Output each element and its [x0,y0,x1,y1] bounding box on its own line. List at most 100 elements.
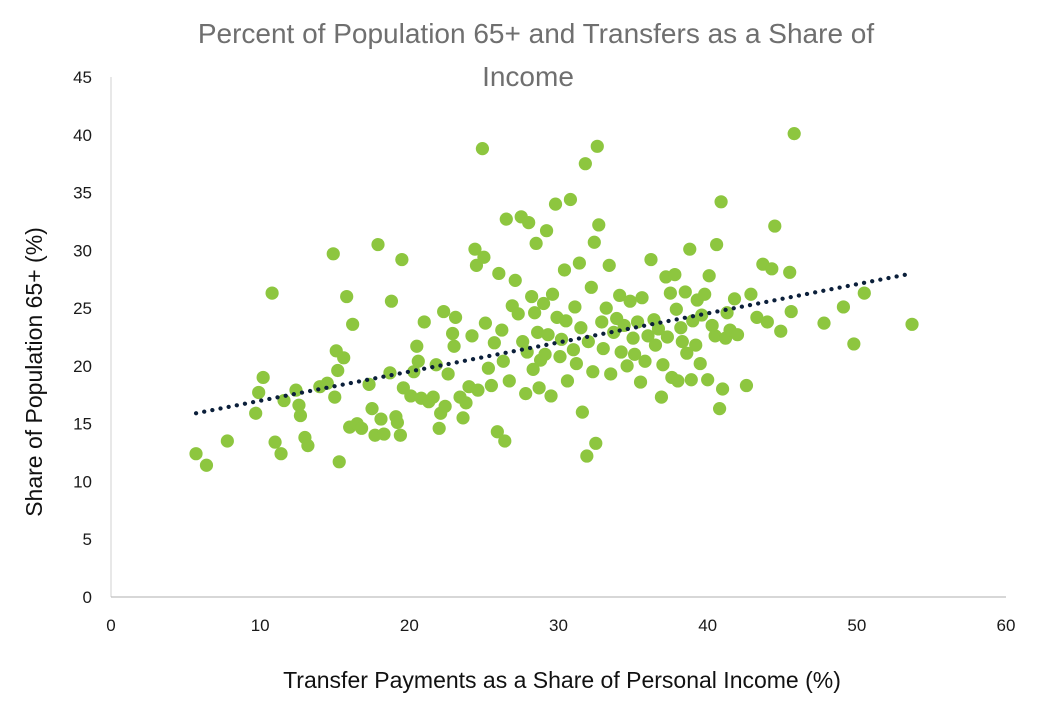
linear-trendline [193,271,915,416]
data-point [541,328,555,342]
data-point [320,376,334,390]
data-point [395,252,409,267]
y-tick-label: 25 [73,299,92,318]
data-point [496,354,510,368]
data-point [355,421,369,435]
data-point [432,421,446,435]
data-point [487,336,501,350]
data-point [641,329,655,343]
data-point [623,294,637,308]
data-point [332,455,346,469]
data-point [602,258,616,272]
data-point [256,370,270,385]
data-point [836,300,851,314]
data-point [648,338,663,352]
data-point [393,428,407,442]
data-point [553,350,567,364]
data-point [587,235,601,249]
data-point [220,434,234,448]
data-point [651,322,666,336]
data-point [249,406,263,420]
data-point [784,304,798,319]
data-point [437,304,451,319]
data-point [614,345,628,359]
data-point [545,287,560,301]
data-point [774,324,788,338]
y-tick-label: 40 [73,126,92,145]
data-point [525,289,539,304]
data-point [268,435,282,449]
x-axis-ticks: 0 10 20 30 40 50 60 [106,616,1015,635]
data-point [384,294,399,308]
data-point [589,436,603,450]
data-point [857,286,871,300]
chart-title-line1: Percent of Population 65+ and Transfers … [198,18,875,49]
data-point [346,317,360,331]
data-point [293,408,308,423]
y-tick-label: 35 [73,184,92,203]
data-point [331,363,345,378]
data-point [199,458,214,472]
data-point [529,236,543,250]
data-point [727,292,742,306]
data-point [559,314,573,328]
data-points [189,127,919,472]
data-point [604,367,618,381]
data-point [274,447,288,461]
data-point [714,195,728,209]
data-point [626,331,640,345]
data-point [481,361,495,375]
data-point [654,390,669,404]
data-point [337,351,351,365]
data-point [492,266,506,281]
data-point [693,356,707,371]
data-point [705,318,719,333]
data-point [750,310,764,324]
x-axis-title: Transfer Payments as a Share of Personal… [283,667,841,693]
data-point [702,269,716,283]
data-point [847,337,861,351]
data-point [301,439,315,453]
data-point [669,302,683,316]
data-point [689,338,703,352]
data-point [371,237,385,252]
x-tick-label: 40 [698,616,717,635]
data-point [328,390,342,404]
data-point [528,306,542,320]
data-point [656,358,670,372]
data-point [760,315,774,329]
x-tick-label: 50 [847,616,866,635]
data-point [499,212,513,226]
data-point [410,339,424,353]
data-point [484,378,498,393]
data-point [678,285,692,299]
data-point [511,307,525,321]
data-point [417,315,431,329]
data-point [277,393,291,408]
data-point [675,335,689,349]
y-axis-ticks: 0 5 10 15 20 25 30 35 40 45 [73,68,92,607]
data-point [490,425,504,439]
data-point [252,385,266,400]
data-point [698,287,712,301]
data-point [590,139,604,153]
data-point [560,374,575,388]
data-point [426,390,440,404]
data-point [438,399,452,413]
data-point [538,347,552,361]
data-point [701,373,715,387]
data-point [607,325,621,339]
data-point [568,300,582,314]
data-point [595,315,609,329]
data-point [468,242,482,256]
data-point [498,434,512,448]
data-point [630,315,645,329]
data-point [586,365,600,379]
chart-title-line2: Income [482,61,574,92]
data-point [635,291,649,305]
data-point [580,449,594,463]
y-tick-label: 45 [73,68,92,87]
data-point [441,367,455,381]
data-point [404,389,418,403]
